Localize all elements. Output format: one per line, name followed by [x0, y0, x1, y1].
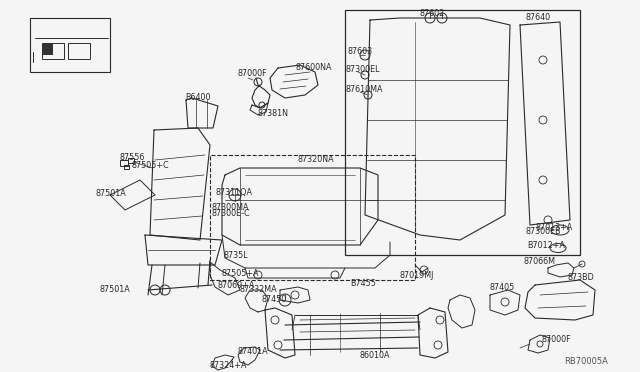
- Text: 87069+A: 87069+A: [218, 280, 255, 289]
- Bar: [345, 10, 580, 255]
- Text: 87501A: 87501A: [96, 189, 127, 199]
- Text: 87311QA: 87311QA: [216, 189, 253, 198]
- Bar: [30, 18, 110, 72]
- Text: B6400: B6400: [185, 93, 211, 103]
- Text: 87019MJ: 87019MJ: [400, 270, 435, 279]
- Text: 86010A: 86010A: [360, 352, 390, 360]
- Bar: [68, 43, 90, 59]
- Text: 87603: 87603: [348, 48, 373, 57]
- Text: 87602: 87602: [420, 9, 445, 17]
- Text: 87505+A: 87505+A: [222, 269, 259, 278]
- Bar: [128, 158, 134, 163]
- Text: 87300EB: 87300EB: [525, 228, 561, 237]
- Text: 87300E-C: 87300E-C: [211, 208, 250, 218]
- Bar: [42, 43, 64, 59]
- Text: B7455: B7455: [350, 279, 376, 288]
- Text: 87556: 87556: [120, 153, 145, 161]
- Bar: [124, 165, 129, 169]
- Text: 87332MA: 87332MA: [240, 285, 278, 295]
- Text: 87600NA: 87600NA: [295, 64, 332, 73]
- Text: 87405: 87405: [490, 283, 515, 292]
- Text: RB70005A: RB70005A: [564, 357, 608, 366]
- Text: 87401A: 87401A: [238, 347, 269, 356]
- Text: 87610MA: 87610MA: [345, 86, 383, 94]
- Text: B7012+A: B7012+A: [527, 241, 565, 250]
- Text: 87501A: 87501A: [100, 285, 131, 295]
- Text: 87450: 87450: [262, 295, 287, 305]
- Text: 87640: 87640: [526, 13, 551, 22]
- Text: 87300MA: 87300MA: [212, 203, 250, 212]
- Text: 873BD: 873BD: [568, 273, 595, 282]
- Bar: [210, 155, 415, 280]
- Text: 87066M: 87066M: [524, 257, 556, 266]
- Text: 87381N: 87381N: [258, 109, 289, 118]
- Text: 8735L: 8735L: [224, 250, 248, 260]
- Text: 87000F: 87000F: [238, 68, 268, 77]
- Text: 87013+A: 87013+A: [535, 224, 572, 232]
- Text: 87320NA: 87320NA: [298, 155, 335, 164]
- Text: 87324+A: 87324+A: [210, 360, 248, 369]
- Bar: [120, 160, 128, 166]
- Text: 87505+C: 87505+C: [131, 161, 168, 170]
- Bar: [43, 44, 53, 55]
- Text: 87000F: 87000F: [542, 336, 572, 344]
- Text: 87300EL: 87300EL: [345, 65, 380, 74]
